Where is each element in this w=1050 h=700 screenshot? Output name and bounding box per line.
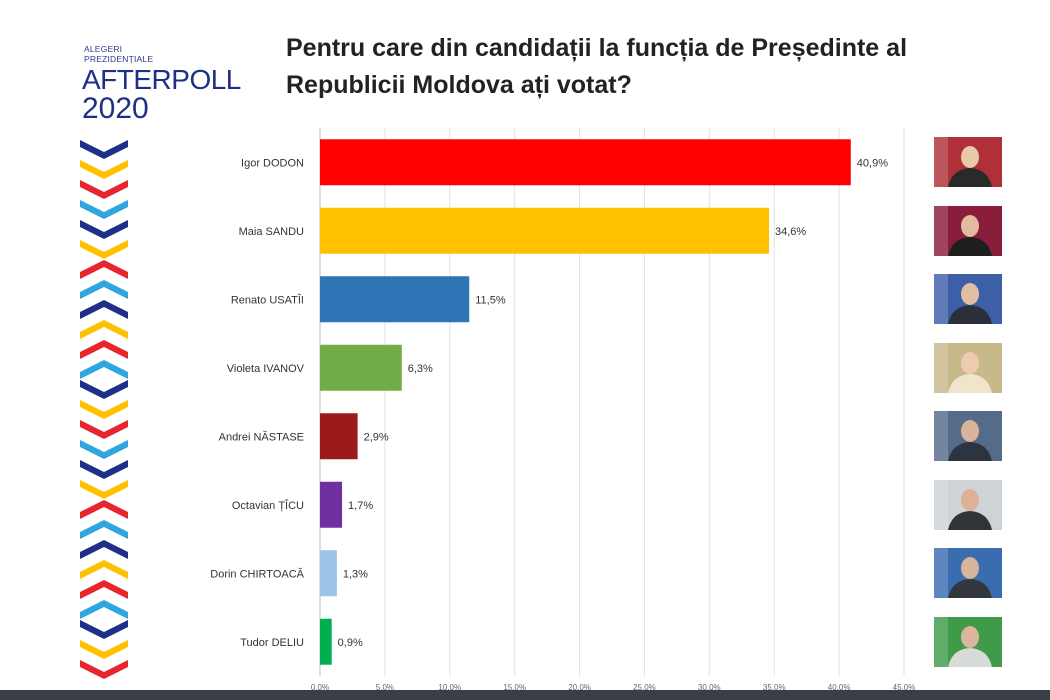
logo-year: 2020 xyxy=(82,92,149,125)
x-tick-label: 15,0% xyxy=(503,683,526,692)
bar xyxy=(320,550,337,597)
x-tick-label: 45,0% xyxy=(893,683,916,692)
category-label: Igor DODON xyxy=(241,157,304,169)
chevron-shape xyxy=(80,560,128,579)
chevron-shape xyxy=(80,260,128,279)
x-tick-label: 20,0% xyxy=(568,683,591,692)
chevron-shape xyxy=(80,340,128,359)
chevron-shape xyxy=(80,180,128,199)
logo-line-alegeri: ALEGERI xyxy=(84,44,123,54)
chevron-shape xyxy=(80,380,128,399)
category-label: Octavian ȚÎCU xyxy=(232,499,304,512)
chevron-shape xyxy=(80,300,128,319)
candidate-photo xyxy=(934,616,1002,667)
data-label: 40,9% xyxy=(857,157,888,169)
bar xyxy=(320,413,358,460)
data-label: 34,6% xyxy=(775,226,806,238)
chevron-shape xyxy=(80,200,128,219)
chevron-shape xyxy=(80,520,128,539)
data-label: 6,3% xyxy=(408,363,433,375)
chevron-shape xyxy=(80,620,128,639)
chevron-shape xyxy=(80,240,128,259)
chevron-shape xyxy=(80,660,128,679)
chevron-shape xyxy=(80,360,128,379)
logo-brand: AFTERPOLL xyxy=(82,66,241,94)
bar xyxy=(320,618,332,665)
x-tick-label: 40,0% xyxy=(828,683,851,692)
chevron-shape xyxy=(80,420,128,439)
chevron-shape xyxy=(80,220,128,239)
data-label: 1,7% xyxy=(348,500,373,512)
data-label: 0,9% xyxy=(338,637,363,649)
bar xyxy=(320,276,470,323)
category-label: Violeta IVANOV xyxy=(227,363,305,375)
x-tick-label: 5,0% xyxy=(376,683,394,692)
bar xyxy=(320,139,851,186)
chevron-shape xyxy=(80,480,128,499)
candidate-photo xyxy=(934,342,1002,393)
candidate-photo xyxy=(934,479,1002,530)
chart-title: Pentru care din candidații la funcția de… xyxy=(286,34,908,99)
decorative-chevron-stripe xyxy=(80,140,128,679)
x-tick-label: 10,0% xyxy=(438,683,461,692)
category-label: Tudor DELIU xyxy=(240,637,304,649)
chevron-shape xyxy=(80,500,128,519)
logo-line-prezidentiale: PREZIDENȚIALE xyxy=(84,54,154,64)
data-label: 2,9% xyxy=(364,431,389,443)
bar xyxy=(320,344,402,391)
x-tick-label: 35,0% xyxy=(763,683,786,692)
candidate-photo xyxy=(934,137,1002,188)
category-label: Dorin CHIRTOACĂ xyxy=(210,567,304,580)
candidate-photo xyxy=(934,274,1002,325)
chevron-shape xyxy=(80,320,128,339)
bar xyxy=(320,207,770,254)
chevron-shape xyxy=(80,580,128,599)
data-label: 1,3% xyxy=(343,568,368,580)
chevron-shape xyxy=(80,540,128,559)
logo-brand-after: AFTER xyxy=(82,64,172,95)
chevron-shape xyxy=(80,140,128,159)
category-label: Renato USATÎI xyxy=(231,293,304,306)
candidate-photo xyxy=(934,205,1002,256)
category-label: Andrei NĂSTASE xyxy=(219,430,304,443)
x-tick-label: 30,0% xyxy=(698,683,721,692)
chevron-shape xyxy=(80,440,128,459)
candidate-photo xyxy=(934,411,1002,462)
chevron-shape xyxy=(80,280,128,299)
chevron-shape xyxy=(80,460,128,479)
logo-brand-poll: POLL xyxy=(171,64,241,95)
chevron-shape xyxy=(80,600,128,619)
category-label: Maia SANDU xyxy=(239,226,304,238)
afterpoll-logo: ALEGERI PREZIDENȚIALE AFTERPOLL 2020 xyxy=(82,44,242,134)
chevron-shape xyxy=(80,400,128,419)
data-label: 11,5% xyxy=(475,294,506,306)
chevron-shape xyxy=(80,640,128,659)
bottom-bar xyxy=(0,690,1050,700)
candidate-photo xyxy=(934,548,1002,599)
x-tick-label: 0,0% xyxy=(311,683,329,692)
bar xyxy=(320,481,343,528)
x-tick-label: 25,0% xyxy=(633,683,656,692)
chevron-shape xyxy=(80,160,128,179)
